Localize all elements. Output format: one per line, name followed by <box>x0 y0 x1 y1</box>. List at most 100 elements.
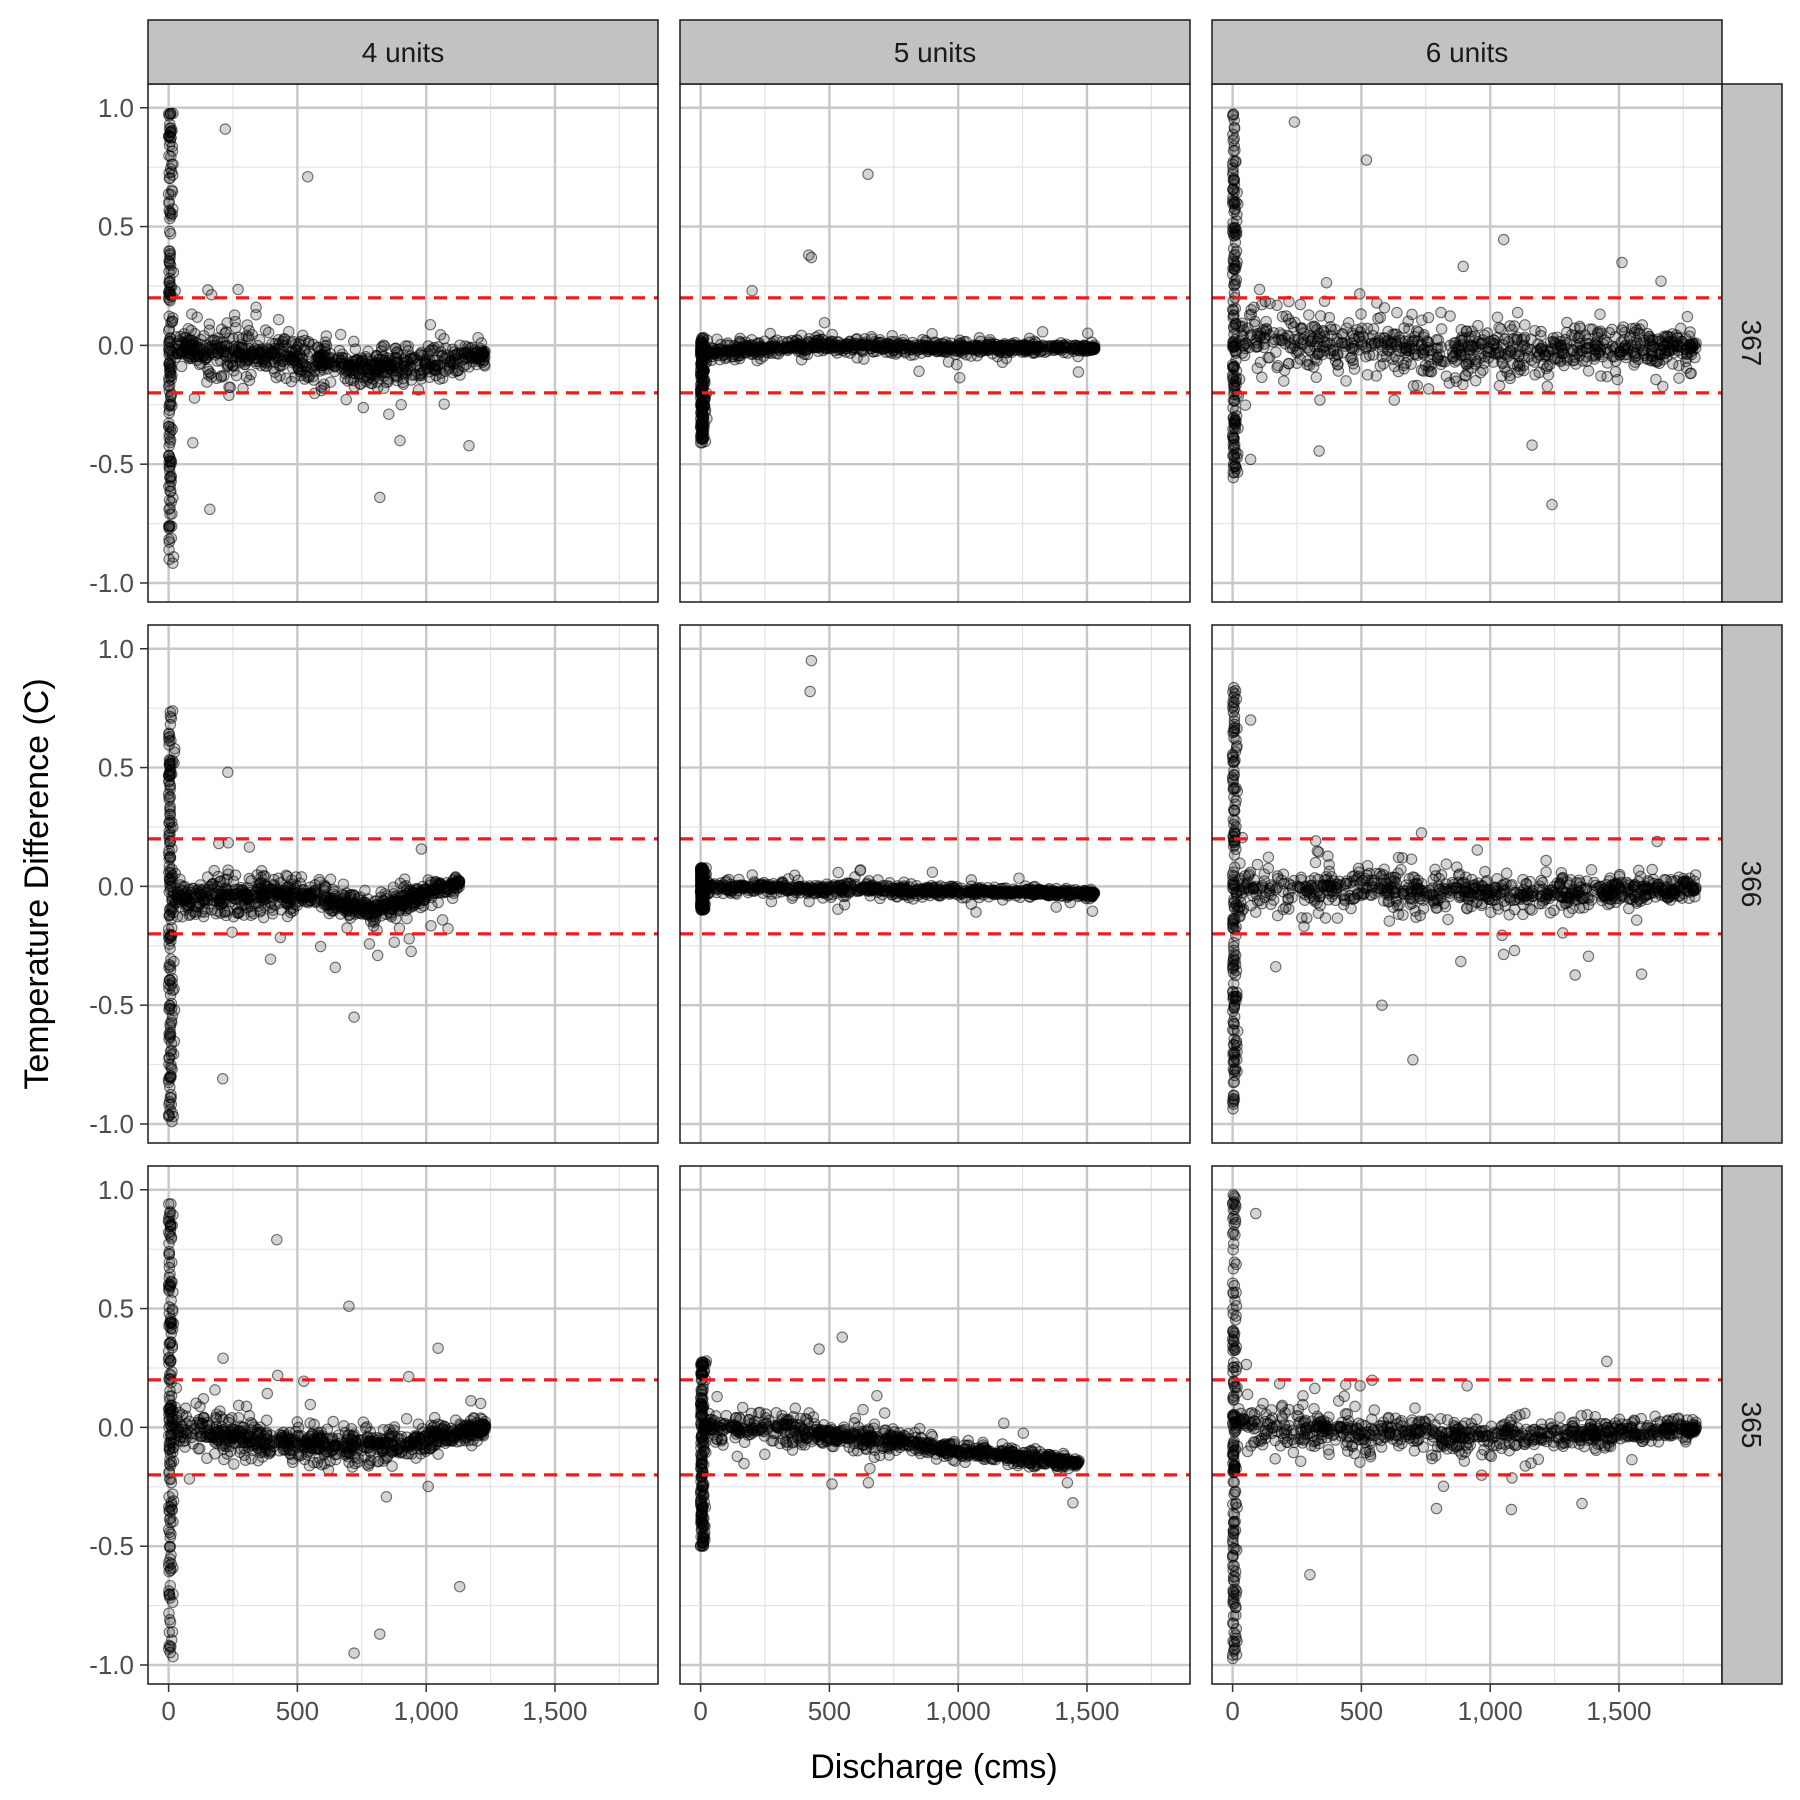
data-point <box>788 869 801 882</box>
data-point <box>201 376 213 388</box>
data-point <box>753 879 765 891</box>
data-point <box>886 329 898 342</box>
data-point <box>163 543 175 556</box>
data-point <box>1519 319 1531 331</box>
data-point <box>1229 278 1242 290</box>
data-point <box>203 324 216 337</box>
data-point <box>332 352 344 364</box>
data-point <box>1458 332 1471 345</box>
data-point <box>1064 896 1077 909</box>
data-point <box>1348 363 1361 375</box>
data-point <box>366 356 378 369</box>
data-point <box>816 333 828 346</box>
data-point <box>756 345 768 357</box>
data-point <box>393 922 406 935</box>
data-point <box>315 894 327 906</box>
data-point <box>1339 340 1352 352</box>
data-point <box>163 727 175 739</box>
data-point <box>164 126 177 139</box>
data-point <box>1282 313 1295 325</box>
data-point <box>698 378 710 390</box>
data-point <box>1460 370 1472 382</box>
data-point <box>740 881 752 893</box>
data-point <box>912 343 924 355</box>
data-point <box>1324 321 1337 333</box>
data-point <box>194 350 206 363</box>
data-point <box>166 203 179 215</box>
data-point <box>163 1002 176 1015</box>
data-point <box>996 356 1009 369</box>
data-point <box>165 532 178 544</box>
data-point <box>324 873 337 886</box>
data-point <box>255 865 268 877</box>
data-point <box>1278 375 1290 387</box>
data-point <box>1541 380 1554 393</box>
data-point <box>1507 333 1520 345</box>
data-point <box>872 874 884 886</box>
data-point <box>1535 342 1548 355</box>
data-point <box>348 335 360 348</box>
data-point <box>1229 423 1242 435</box>
data-point <box>1050 901 1062 913</box>
data-point <box>984 334 996 346</box>
data-point <box>1251 362 1264 375</box>
data-point <box>1506 323 1518 336</box>
data-point <box>1020 344 1033 356</box>
data-point <box>424 884 437 897</box>
data-point <box>363 938 376 950</box>
data-point <box>1406 308 1418 321</box>
data-point <box>817 344 830 357</box>
data-point <box>165 475 177 488</box>
data-point <box>1258 338 1271 350</box>
data-point <box>1435 323 1448 335</box>
data-point <box>235 881 248 894</box>
data-point <box>1616 256 1628 269</box>
data-point <box>1082 327 1094 339</box>
data-point <box>1363 349 1376 362</box>
data-point <box>170 343 182 355</box>
data-point <box>854 864 867 876</box>
data-point <box>1580 350 1593 363</box>
data-point <box>165 1062 177 1074</box>
data-point <box>191 311 203 323</box>
data-point <box>438 398 450 410</box>
data-point <box>250 301 262 314</box>
data-point <box>1628 346 1641 359</box>
data-point <box>281 910 294 923</box>
data-point <box>275 888 288 900</box>
data-point <box>960 349 972 361</box>
data-point <box>219 327 231 340</box>
data-point <box>1324 344 1337 357</box>
data-point <box>746 284 758 297</box>
data-point <box>805 654 818 667</box>
data-point <box>370 906 383 918</box>
data-point <box>240 370 253 383</box>
data-point <box>1306 333 1319 345</box>
data-point <box>1230 274 1243 286</box>
data-point <box>361 893 374 905</box>
data-point <box>1462 358 1474 370</box>
data-point <box>164 960 177 973</box>
data-point <box>196 906 208 918</box>
data-point <box>1497 233 1510 246</box>
data-point <box>164 706 177 718</box>
data-point <box>314 940 327 953</box>
data-point <box>978 341 990 354</box>
data-point <box>1019 339 1032 352</box>
data-point <box>204 503 216 516</box>
data-point <box>272 313 285 326</box>
data-point <box>733 347 746 359</box>
data-point <box>421 358 433 370</box>
scatter-points <box>162 107 491 569</box>
data-point <box>401 912 413 925</box>
data-point <box>230 369 243 382</box>
data-point <box>169 867 181 880</box>
data-point <box>223 381 235 393</box>
panel-366-4-units <box>147 624 659 1144</box>
data-point <box>178 892 191 905</box>
data-point <box>246 329 259 341</box>
data-point <box>1444 310 1456 322</box>
data-point <box>229 869 242 881</box>
data-point <box>1228 280 1240 292</box>
